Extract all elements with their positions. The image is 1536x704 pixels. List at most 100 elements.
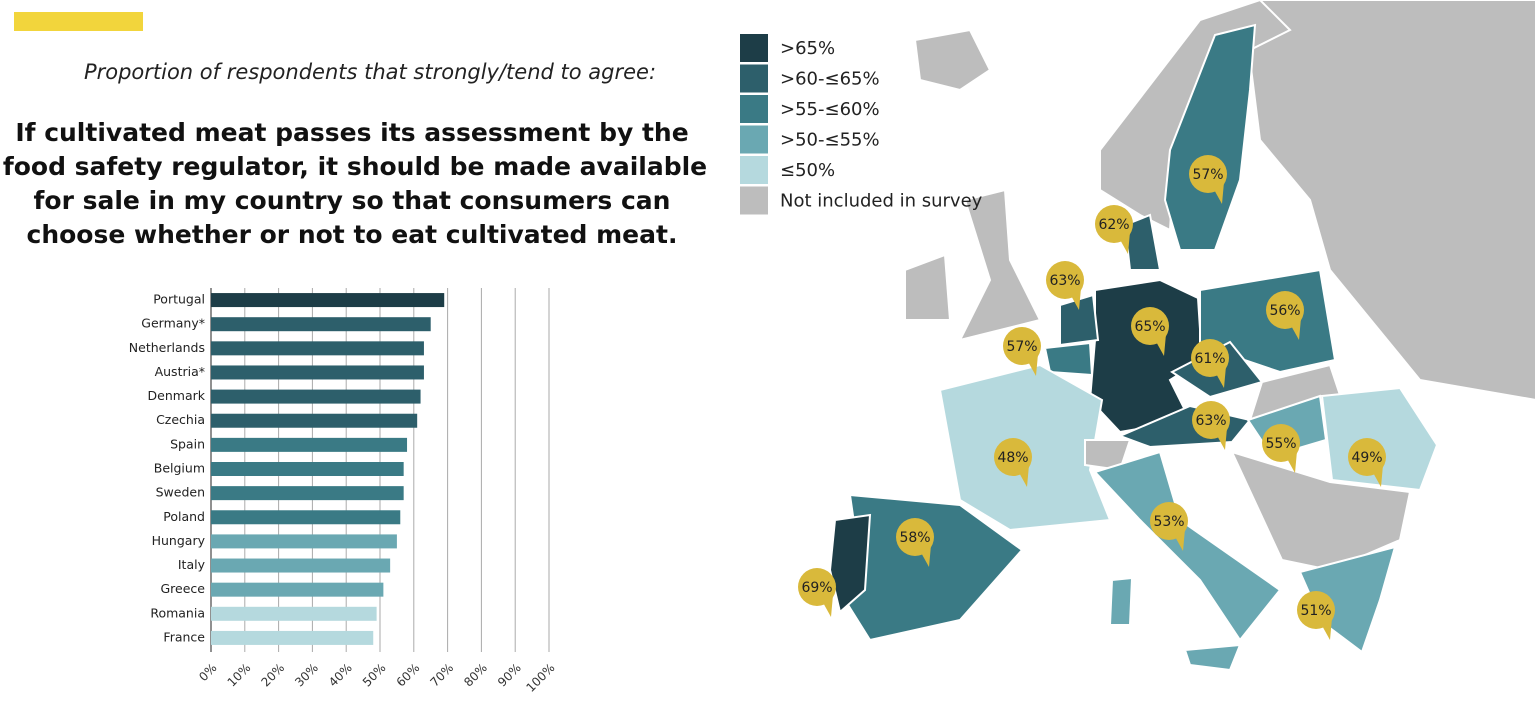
map-marker: 65%: [1131, 307, 1169, 356]
legend-label: >50-≤55%: [780, 130, 880, 151]
bar: [211, 462, 404, 476]
accent-bar: [14, 12, 143, 31]
bar: [211, 606, 377, 621]
marker-bubble: [1095, 205, 1133, 243]
marker-bubble: [1189, 155, 1227, 193]
legend-swatch: [740, 95, 768, 123]
title-line: choose whether or not to eat cultivated …: [27, 220, 678, 249]
bar: [211, 630, 374, 645]
country: [1183, 643, 1242, 672]
country: [1230, 450, 1412, 572]
y-tick-label: Germany*: [141, 316, 205, 331]
country: [1043, 341, 1094, 377]
marker-label: 69%: [801, 580, 832, 596]
legend-swatch: [740, 156, 768, 184]
marker-label: 55%: [1265, 436, 1296, 452]
marker-bubble: [1003, 327, 1041, 365]
marker-bubble: [1191, 339, 1229, 377]
country: [904, 253, 952, 321]
y-tick-label: Austria*: [155, 364, 205, 379]
bar: [211, 437, 408, 452]
marker-label: 65%: [1134, 319, 1165, 335]
map-marker: 57%: [1003, 327, 1041, 376]
x-tick-label: 0%: [196, 661, 219, 684]
bar: [211, 341, 424, 356]
bar: [211, 558, 391, 573]
x-tick-label: 70%: [427, 661, 456, 690]
marker-label: 57%: [1192, 167, 1223, 183]
bar: [211, 413, 418, 428]
map: [828, 0, 1536, 672]
map-marker: 53%: [1150, 502, 1188, 551]
y-tick-label: Czechia: [156, 412, 205, 427]
marker-label: 61%: [1194, 351, 1225, 367]
marker-label: 49%: [1351, 450, 1382, 466]
marker-label: 62%: [1098, 217, 1129, 233]
map-marker: 57%: [1189, 155, 1227, 204]
map-marker: 55%: [1262, 424, 1300, 473]
title-line: for sale in my country so that consumers…: [34, 186, 671, 215]
map-marker: 48%: [994, 438, 1032, 487]
marker-bubble: [1348, 438, 1386, 476]
marker-label: 63%: [1049, 273, 1080, 289]
legend-label: >60-≤65%: [780, 69, 880, 90]
country: [1248, 0, 1536, 402]
title-line: food safety regulator, it should be made…: [3, 152, 707, 181]
y-tick-label: Netherlands: [129, 340, 205, 355]
y-tick-label: Spain: [170, 436, 205, 451]
title-line: If cultivated meat passes its assessment…: [15, 118, 688, 147]
map-marker: 49%: [1348, 438, 1386, 487]
y-tick-label: Poland: [163, 509, 205, 524]
legend-label: >65%: [780, 38, 835, 59]
x-tick-label: 60%: [394, 661, 423, 690]
y-tick-label: Romania: [150, 605, 205, 620]
marker-label: 58%: [899, 530, 930, 546]
marker-bubble: [994, 438, 1032, 476]
marker-bubble: [1150, 502, 1188, 540]
map-marker: 63%: [1192, 401, 1230, 450]
x-tick-label: 80%: [461, 661, 490, 690]
marker-bubble: [896, 518, 934, 556]
map-marker: 63%: [1046, 261, 1084, 310]
map-marker: 58%: [896, 518, 934, 567]
bar: [211, 582, 384, 597]
x-tick-label: 20%: [258, 661, 287, 690]
legend-label: Not included in survey: [780, 191, 983, 212]
legend-swatch: [740, 64, 768, 93]
y-tick-label: France: [163, 629, 205, 644]
legend-swatch: [740, 125, 768, 154]
marker-bubble: [1192, 401, 1230, 439]
x-tick-label: 90%: [495, 661, 524, 690]
bar: [211, 317, 431, 332]
title: If cultivated meat passes its assessment…: [3, 118, 707, 249]
marker-bubble: [1131, 307, 1169, 345]
country: [1123, 213, 1162, 271]
bar: [211, 389, 421, 404]
country: [1108, 576, 1134, 626]
x-tick-label: 100%: [523, 661, 557, 695]
marker-bubble: [1297, 591, 1335, 629]
marker-bubble: [798, 568, 836, 606]
marker-label: 53%: [1153, 514, 1184, 530]
marker-label: 63%: [1195, 413, 1226, 429]
x-tick-label: 30%: [292, 661, 321, 690]
bar: [211, 365, 424, 380]
bar: [211, 486, 404, 501]
y-tick-label: Italy: [178, 557, 206, 572]
y-tick-label: Hungary: [152, 533, 206, 548]
bar: [211, 510, 401, 525]
marker-bubble: [1266, 291, 1304, 329]
y-tick-label: Greece: [161, 581, 206, 596]
x-tick-label: 50%: [360, 661, 389, 690]
country: [1163, 23, 1257, 251]
x-tick-label: 10%: [225, 661, 254, 690]
map-marker: 61%: [1191, 339, 1229, 388]
subtitle: Proportion of respondents that strongly/…: [84, 60, 656, 84]
map-marker: 51%: [1297, 591, 1335, 640]
map-marker: 62%: [1095, 205, 1133, 254]
legend-label: ≤50%: [780, 160, 835, 181]
marker-label: 51%: [1300, 603, 1331, 619]
y-tick-label: Sweden: [156, 485, 205, 500]
bar: [211, 534, 397, 549]
